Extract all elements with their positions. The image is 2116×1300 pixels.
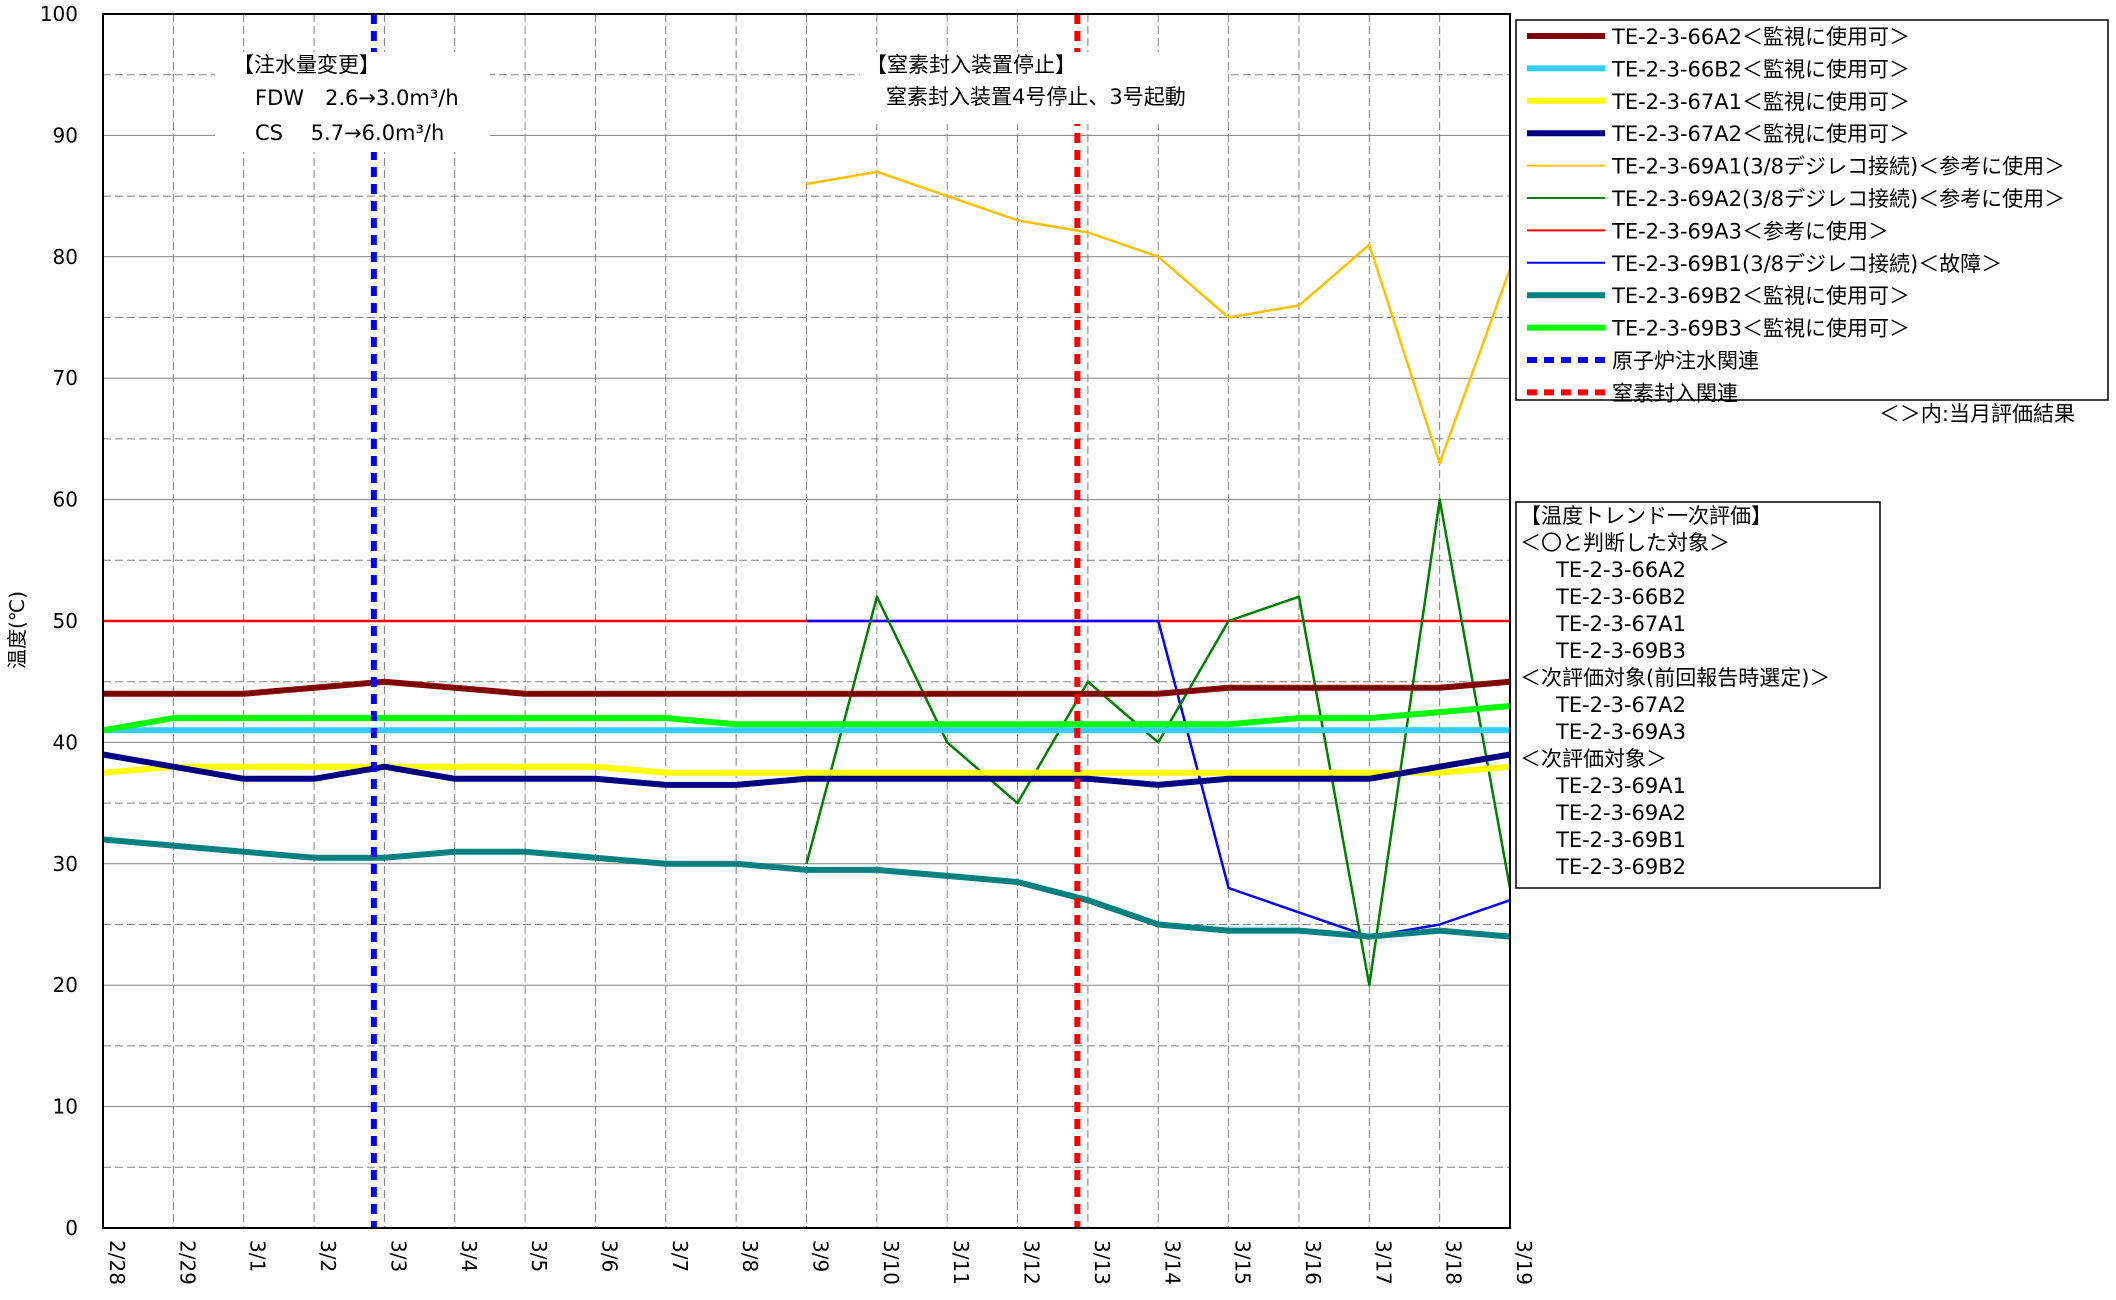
- x-tick-label: 3/18: [1442, 1240, 1466, 1285]
- legend-label: TE-2-3-69A3＜参考に使用＞: [1611, 219, 1889, 243]
- legend-label: TE-2-3-69B2＜監視に使用可＞: [1611, 284, 1910, 308]
- x-tick-label: 3/8: [738, 1240, 762, 1272]
- legend-box: [1515, 19, 2109, 401]
- x-tick-label: 3/15: [1231, 1240, 1255, 1285]
- x-tick-label: 3/11: [949, 1240, 973, 1285]
- evaluation-item: TE-2-3-67A2: [1555, 693, 1686, 717]
- annotation-nitrogen-title: 【窒素封入装置停止】: [866, 53, 1076, 77]
- y-tick-label: 30: [53, 852, 78, 876]
- legend-label: 窒素封入関連: [1612, 381, 1738, 405]
- evaluation-item: TE-2-3-69A1: [1555, 774, 1686, 798]
- evaluation-title: 【温度トレンド一次評価】: [1520, 504, 1772, 528]
- x-tick-label: 3/7: [668, 1240, 692, 1272]
- legend-label: TE-2-3-69A2(3/8デジレコ接続)＜参考に使用＞: [1611, 187, 2065, 211]
- y-tick-label: 10: [53, 1095, 78, 1119]
- legend-label: TE-2-3-69B1(3/8デジレコ接続)＜故障＞: [1611, 252, 2002, 276]
- series-line: [102, 836, 1511, 940]
- x-tick-label: 3/17: [1371, 1240, 1395, 1285]
- annotation-water: 【注水量変更】 FDW 2.6→3.0m³/h CS 5.7→6.0m³/h: [215, 52, 490, 152]
- series-lines: [102, 170, 1512, 987]
- x-tick-label: 3/5: [527, 1240, 551, 1272]
- x-tick-label: 3/12: [1020, 1240, 1044, 1285]
- series-line: [103, 678, 1511, 697]
- legend: TE-2-3-66A2＜監視に使用可＞ TE-2-3-66B2＜監視に使用可＞ TE…: [1527, 25, 2065, 405]
- annotation-water-title: 【注水量変更】: [233, 53, 380, 77]
- x-tick-label: 3/6: [597, 1240, 621, 1272]
- legend-label: TE-2-3-66B2＜監視に使用可＞: [1611, 57, 1910, 81]
- evaluation-item: TE-2-3-69A3: [1555, 720, 1686, 744]
- legend-label: TE-2-3-69A1(3/8デジレコ接続)＜参考に使用＞: [1611, 155, 2065, 179]
- annotation-nitrogen-line1: 窒素封入装置4号停止、3号起動: [886, 85, 1186, 109]
- x-ticks: 2/28 2/29 3/1 3/2 3/3 3/4 3/5 3/6 3/7 3/8 3/9 3/10 3…: [105, 1240, 1536, 1285]
- evaluation-item: TE-2-3-66A2: [1555, 558, 1686, 582]
- event-lines: [370, 14, 1081, 1228]
- x-tick-label: 3/19: [1512, 1240, 1536, 1285]
- x-tick-label: 3/3: [386, 1240, 410, 1272]
- y-tick-label: 60: [53, 488, 78, 512]
- y-tick-label: 100: [40, 2, 78, 26]
- x-tick-label: 3/10: [879, 1240, 903, 1285]
- evaluation-list: 【温度トレンド一次評価】 ＜〇と判断した対象＞ TE-2-3-66A2 TE-2-3-…: [1520, 504, 1830, 879]
- evaluation-item: TE-2-3-69B1: [1555, 828, 1686, 852]
- evaluation-group-header: ＜次評価対象(前回報告時選定)＞: [1520, 666, 1830, 690]
- y-tick-label: 80: [53, 245, 78, 269]
- legend-label: TE-2-3-67A2＜監視に使用可＞: [1611, 122, 1910, 146]
- annotation-water-bg: [215, 52, 490, 152]
- evaluation-item: TE-2-3-66B2: [1555, 585, 1686, 609]
- x-tick-label: 3/1: [246, 1240, 270, 1272]
- x-tick-label: 3/13: [1090, 1240, 1114, 1285]
- x-tick-label: 3/16: [1301, 1240, 1325, 1285]
- y-tick-label: 40: [53, 730, 78, 754]
- annotation-water-line2: CS 5.7→6.0m³/h: [255, 121, 444, 145]
- legend-label: TE-2-3-67A1＜監視に使用可＞: [1611, 90, 1910, 114]
- x-tick-label: 3/14: [1160, 1240, 1184, 1285]
- series-line: [806, 170, 1512, 465]
- legend-label: TE-2-3-66A2＜監視に使用可＞: [1611, 25, 1910, 49]
- x-tick-label: 3/4: [457, 1240, 481, 1272]
- evaluation-group-header: ＜〇と判断した対象＞: [1520, 531, 1730, 555]
- plot-frame: [102, 13, 1511, 1229]
- y-tick-label: 20: [53, 973, 78, 997]
- annotation-nitrogen: 【窒素封入装置停止】 窒素封入装置4号停止、3号起動: [860, 52, 1228, 124]
- evaluation-item: TE-2-3-69B2: [1555, 855, 1686, 879]
- series-line: [102, 751, 1511, 788]
- series-line: [102, 703, 1511, 734]
- x-tick-label: 2/28: [105, 1240, 129, 1285]
- y-tick-label: 50: [53, 609, 78, 633]
- y-ticks: 0 10 20 30 40 50 60 70 80 90 100: [40, 2, 78, 1240]
- y-tick-label: 70: [53, 366, 78, 390]
- x-tick-label: 3/9: [809, 1240, 833, 1272]
- legend-note: ＜＞内:当月評価結果: [1879, 402, 2075, 426]
- x-tick-label: 2/29: [175, 1240, 199, 1285]
- y-tick-label: 0: [65, 1216, 78, 1240]
- evaluation-item: TE-2-3-69A2: [1555, 801, 1686, 825]
- evaluation-item: TE-2-3-69B3: [1555, 639, 1686, 663]
- legend-label: TE-2-3-69B3＜監視に使用可＞: [1611, 317, 1910, 341]
- evaluation-group-header: ＜次評価対象＞: [1520, 747, 1667, 771]
- series-line: [102, 763, 1511, 776]
- x-tick-label: 3/2: [316, 1240, 340, 1272]
- evaluation-box: [1515, 501, 1881, 889]
- evaluation-item: TE-2-3-67A1: [1555, 612, 1686, 636]
- y-axis-label: 温度(℃): [5, 591, 29, 669]
- annotation-nitrogen-bg: [860, 52, 1228, 124]
- legend-label: 原子炉注水関連: [1612, 349, 1759, 373]
- y-tick-label: 90: [53, 123, 78, 147]
- annotation-water-line1: FDW 2.6→3.0m³/h: [255, 86, 459, 110]
